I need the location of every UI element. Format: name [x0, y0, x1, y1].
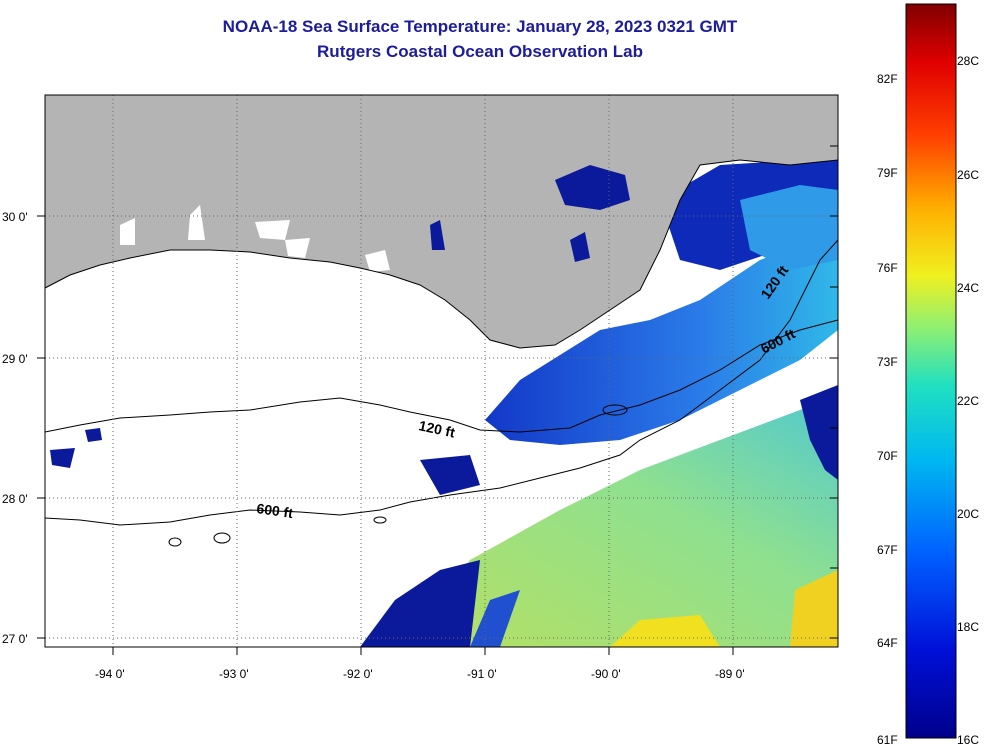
warm-spot [610, 615, 720, 647]
colorbar-label-c: 24C [957, 281, 980, 295]
contour-600ft [45, 239, 838, 526]
cold-water-region [485, 230, 838, 445]
contour-label-600ft: 600 ft [256, 500, 295, 521]
warm-water-region [400, 395, 838, 647]
colorbar-label-f: 79F [877, 166, 898, 180]
lake [365, 250, 390, 272]
lat-label: 30 0' [2, 210, 28, 224]
colorbar-label-f: 82F [877, 72, 898, 86]
lat-label: 29 0' [2, 352, 28, 366]
colorbar-label-c: 20C [957, 507, 980, 521]
contour-island [373, 516, 387, 524]
contour-island [602, 404, 628, 416]
colorbar-label-f: 76F [877, 261, 898, 275]
lake [255, 220, 290, 240]
lake [188, 205, 205, 240]
graticule [45, 95, 838, 647]
colorbar-label-c: 26C [957, 168, 980, 182]
lon-label: -93 0' [219, 667, 249, 681]
colorbar-gradient [905, 3, 957, 739]
lake [120, 218, 135, 245]
colorbar-label-f: 73F [877, 355, 898, 369]
inland-water [430, 220, 445, 250]
contour-label-120ft: 120 ft [417, 417, 456, 440]
lake [285, 238, 310, 258]
map-subtitle: Rutgers Coastal Ocean Observation Lab [317, 42, 643, 61]
lon-label: -94 0' [95, 667, 125, 681]
colorbar-label-c: 16C [957, 733, 980, 747]
cold-water-region [800, 385, 838, 480]
cold-water-region [470, 590, 520, 647]
colorbar-label-f: 67F [877, 543, 898, 557]
cold-water-patch [420, 455, 480, 495]
cold-water-patch [85, 428, 102, 442]
cold-water-patch [50, 448, 75, 468]
inland-water [555, 165, 630, 210]
lat-label: 28 0' [2, 492, 28, 506]
warm-spot [790, 570, 838, 647]
colorbar-label-f: 70F [877, 449, 898, 463]
colorbar-label-f: 61F [877, 733, 898, 747]
coastline [45, 159, 838, 349]
colorbar: 28C 26C 24C 22C 20C 18C 16C [905, 2, 979, 747]
inland-water [570, 232, 590, 262]
lon-label: -89 0' [715, 667, 745, 681]
lat-label: 27 0' [2, 632, 28, 646]
map-title: NOAA-18 Sea Surface Temperature: January… [222, 17, 738, 36]
lon-label: -90 0' [591, 667, 621, 681]
tick-marks [37, 145, 838, 655]
land-mass [45, 95, 838, 348]
cold-water-region [360, 560, 480, 647]
colorbar-label-f: 64F [877, 636, 898, 650]
colorbar-label-c: 18C [957, 620, 980, 634]
map-frame [44, 94, 839, 648]
lon-label: -92 0' [343, 667, 373, 681]
contour-island [168, 537, 182, 547]
contour-island [213, 532, 231, 544]
cold-water-region [740, 185, 838, 270]
colorbar-label-c: 22C [957, 394, 980, 408]
colorbar-label-c: 28C [957, 54, 980, 68]
lon-label: -91 0' [467, 667, 497, 681]
contour-120ft [45, 319, 838, 433]
